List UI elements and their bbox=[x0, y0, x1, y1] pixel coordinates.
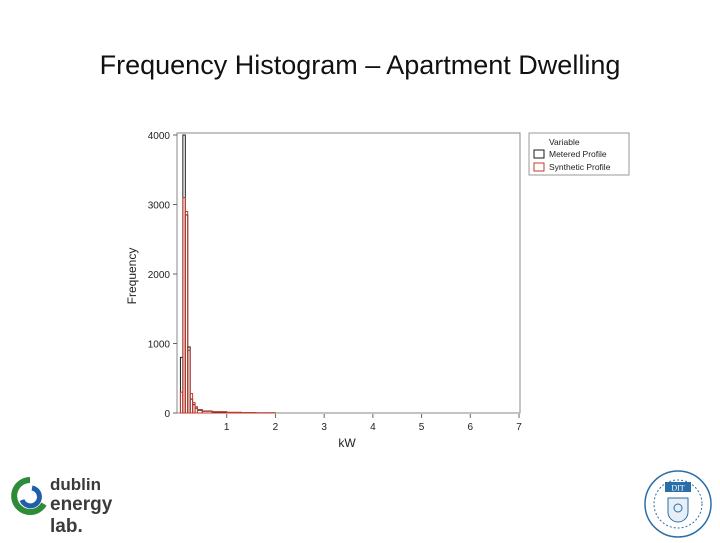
x-tick-label: 3 bbox=[321, 422, 327, 433]
y-tick-label: 1000 bbox=[148, 340, 171, 351]
y-tick-label: 0 bbox=[164, 409, 170, 420]
legend-title: Variable bbox=[549, 137, 580, 147]
logo-text-energy-lab: energy lab. bbox=[50, 494, 140, 538]
dit-seal-icon: DIT bbox=[642, 466, 714, 538]
dublin-energy-lab-logo: dublin energy lab. bbox=[10, 474, 140, 530]
legend-swatch-metered bbox=[534, 150, 544, 158]
x-tick-label: 7 bbox=[516, 422, 522, 433]
x-tick-label: 2 bbox=[273, 422, 279, 433]
y-axis-label: Frequency bbox=[125, 248, 139, 305]
plot-area-frame bbox=[177, 133, 520, 413]
legend-label-metered: Metered Profile bbox=[549, 149, 607, 159]
energy-swirl-icon bbox=[10, 474, 50, 526]
synthetic-profile-bar bbox=[227, 412, 242, 413]
dit-seal-text: DIT bbox=[671, 484, 684, 493]
frequency-histogram-chart: 0 1000 2000 3000 4000 1 2 3 4 5 6 7 kW Frequency V… bbox=[0, 0, 720, 470]
x-tick-label: 6 bbox=[468, 422, 474, 433]
x-axis-label: kW bbox=[338, 436, 356, 450]
logo-text-dublin: dublin bbox=[50, 475, 101, 495]
y-tick-label: 4000 bbox=[148, 131, 171, 142]
x-tick-label: 1 bbox=[224, 422, 230, 433]
y-tick-label: 3000 bbox=[148, 201, 171, 212]
dit-seal-logo: DIT bbox=[642, 466, 714, 538]
x-tick-label: 5 bbox=[419, 422, 425, 433]
legend: Variable Metered Profile Synthetic Profi… bbox=[529, 133, 629, 175]
legend-label-synthetic: Synthetic Profile bbox=[549, 162, 611, 172]
x-tick-label: 4 bbox=[370, 422, 376, 433]
legend-swatch-synthetic bbox=[534, 163, 544, 171]
y-tick-label: 2000 bbox=[148, 270, 171, 281]
